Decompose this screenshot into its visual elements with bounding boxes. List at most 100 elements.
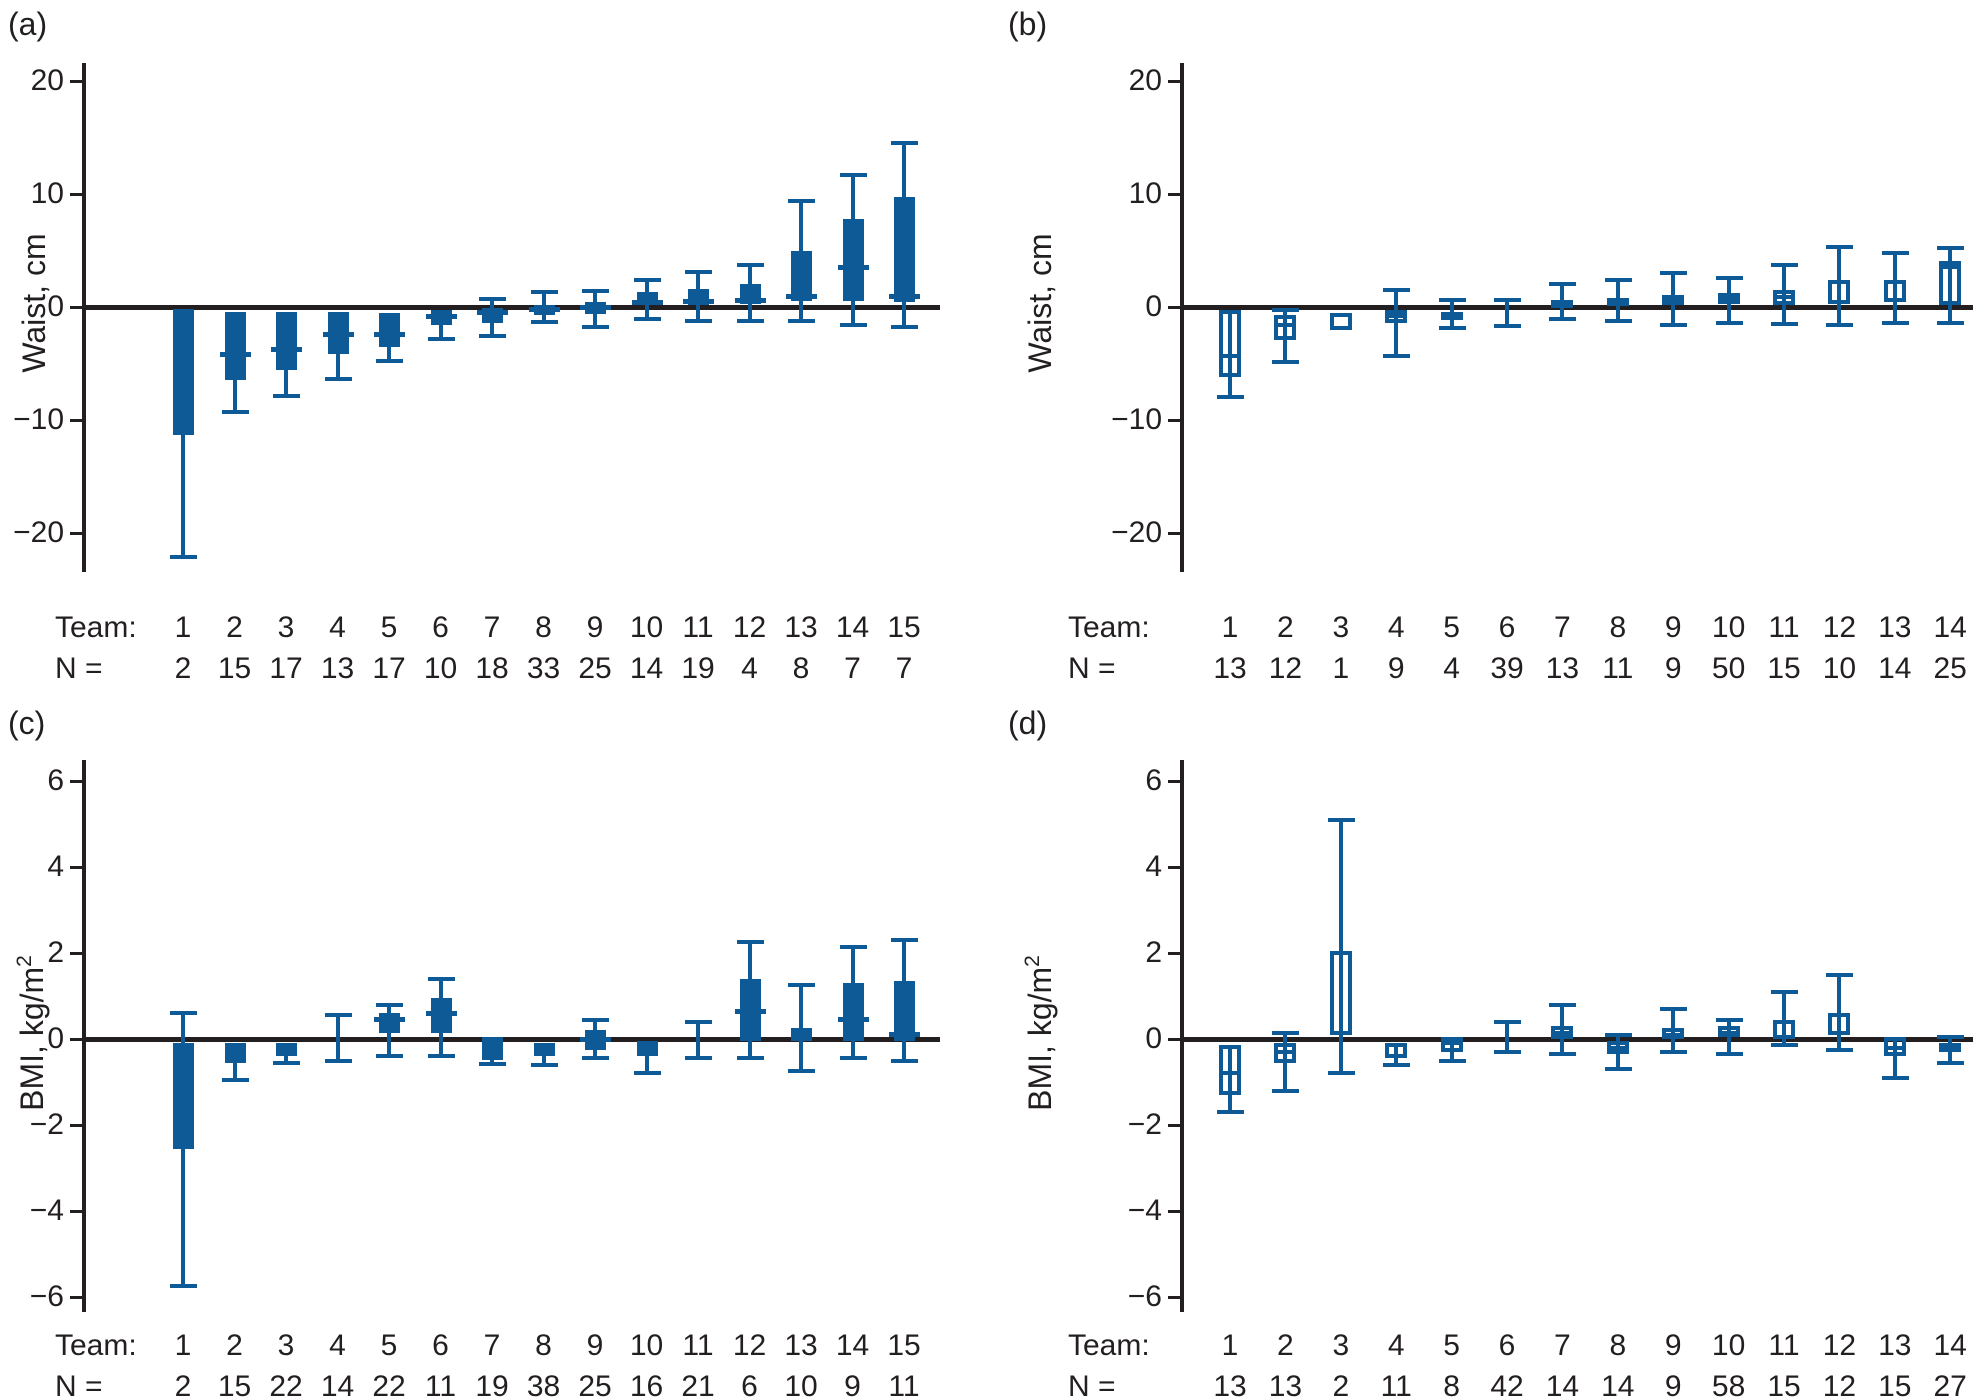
n-row-label-a: N = xyxy=(55,652,103,685)
n-value-label: 17 xyxy=(372,652,406,685)
n-value-label: 7 xyxy=(895,652,913,685)
whisker-cap-high xyxy=(788,198,815,203)
median-line xyxy=(1717,1030,1740,1035)
n-row-label-b: N = xyxy=(1068,652,1116,685)
median-line xyxy=(1773,294,1795,299)
box xyxy=(1883,280,1906,302)
whisker-cap-high xyxy=(1826,972,1854,977)
y-axis-tick xyxy=(70,305,85,309)
team-label: 5 xyxy=(1443,611,1460,644)
y-tick-label: −2 xyxy=(29,1108,64,1141)
team-label: 15 xyxy=(887,1329,921,1362)
median-line xyxy=(1219,1071,1241,1076)
whisker-cap-high xyxy=(839,944,867,949)
team-row-label-a: Team: xyxy=(55,611,137,644)
whisker-cap-high xyxy=(891,938,918,943)
team-label: 13 xyxy=(1878,611,1912,644)
whisker-cap-low xyxy=(1771,1043,1798,1048)
n-value-label: 7 xyxy=(844,652,861,685)
median-line xyxy=(837,1017,869,1023)
median-line xyxy=(477,310,508,316)
team-label: 7 xyxy=(1554,611,1571,644)
team-label: 4 xyxy=(1387,611,1405,644)
team-label: 12 xyxy=(732,611,767,644)
team-label: 6 xyxy=(1498,611,1516,644)
whisker-cap-low xyxy=(1881,1075,1909,1080)
box xyxy=(1773,1019,1795,1039)
team-label: 2 xyxy=(226,1329,243,1362)
median-line xyxy=(786,294,817,300)
team-label: 11 xyxy=(1768,611,1800,644)
whisker-cap-low xyxy=(891,325,918,330)
team-label: 2 xyxy=(1277,611,1294,644)
whisker-stem xyxy=(1782,265,1786,324)
y-tick-label: −6 xyxy=(1127,1280,1162,1313)
whisker-cap-low xyxy=(427,336,455,341)
team-label: 12 xyxy=(1822,1329,1857,1362)
whisker-stem xyxy=(1837,247,1842,326)
median-line xyxy=(1385,314,1408,319)
n-value-label: 17 xyxy=(269,652,303,685)
median-line xyxy=(1440,312,1463,317)
whisker-cap-high xyxy=(1327,817,1355,822)
median-line xyxy=(1606,300,1629,305)
y-axis-line xyxy=(1180,63,1184,572)
whisker-cap-high xyxy=(1771,263,1798,268)
median-line xyxy=(889,294,920,300)
median-line xyxy=(374,331,405,337)
whisker-cap-low xyxy=(1438,1058,1466,1063)
y-axis-tick xyxy=(1168,1295,1183,1299)
whisker-cap-low xyxy=(1715,320,1743,325)
whisker-cap-low xyxy=(221,410,249,415)
n-value-label: 2 xyxy=(174,1370,192,1397)
team-label: 4 xyxy=(1387,1329,1405,1362)
team-label: 9 xyxy=(1664,1329,1682,1362)
whisker-stem xyxy=(1505,1021,1509,1052)
y-tick-label: 0 xyxy=(47,1022,64,1055)
median-line xyxy=(425,1010,457,1016)
y-tick-label: 10 xyxy=(30,177,64,210)
whisker-cap-low xyxy=(839,1056,867,1061)
box xyxy=(276,1043,297,1057)
box xyxy=(379,312,400,347)
whisker-cap-high xyxy=(1549,281,1577,286)
median-line xyxy=(528,306,560,312)
whisker-cap-high xyxy=(1937,1034,1965,1039)
team-label: 3 xyxy=(1332,611,1350,644)
whisker-cap-low xyxy=(582,1056,609,1061)
n-value-label: 33 xyxy=(526,652,561,685)
whisker-stem xyxy=(1782,991,1786,1046)
team-label: 4 xyxy=(329,611,346,644)
team-row-label-c: Team: xyxy=(55,1329,137,1362)
team-label: 14 xyxy=(835,1329,870,1362)
whisker-cap-low xyxy=(273,1060,300,1065)
team-label: 3 xyxy=(1332,1329,1350,1362)
y-tick-label: 2 xyxy=(47,936,64,969)
y-axis-tick xyxy=(1168,951,1183,955)
whisker-cap-low xyxy=(530,319,558,324)
team-label: 10 xyxy=(1711,611,1746,644)
n-value-label: 11 xyxy=(1602,652,1634,685)
whisker-stem xyxy=(1228,1045,1232,1113)
whisker-cap-high xyxy=(1272,307,1300,312)
y-axis-title-sup: 2 xyxy=(1021,955,1045,967)
whisker-cap-high xyxy=(530,290,558,295)
n-row-label-d: N = xyxy=(1068,1370,1116,1397)
zero-line xyxy=(82,1036,940,1042)
whisker-cap-high xyxy=(1438,298,1466,303)
team-label: 8 xyxy=(535,611,552,644)
team-label: 12 xyxy=(732,1329,767,1362)
whisker-stem xyxy=(1338,819,1343,1074)
median-line xyxy=(580,1036,611,1042)
n-value-label: 14 xyxy=(1601,1370,1635,1397)
n-value-label: 8 xyxy=(792,652,810,685)
whisker-cap-low xyxy=(324,377,352,382)
whisker-cap-low xyxy=(1383,353,1411,358)
n-value-label: 14 xyxy=(1545,1370,1580,1397)
y-tick-label: 10 xyxy=(1128,177,1162,210)
n-value-label: 10 xyxy=(423,652,458,685)
whisker-cap-low xyxy=(1327,1071,1355,1076)
whisker-cap-low xyxy=(1826,323,1854,328)
whisker-cap-high xyxy=(788,983,815,988)
n-value-label: 9 xyxy=(1664,1370,1682,1397)
